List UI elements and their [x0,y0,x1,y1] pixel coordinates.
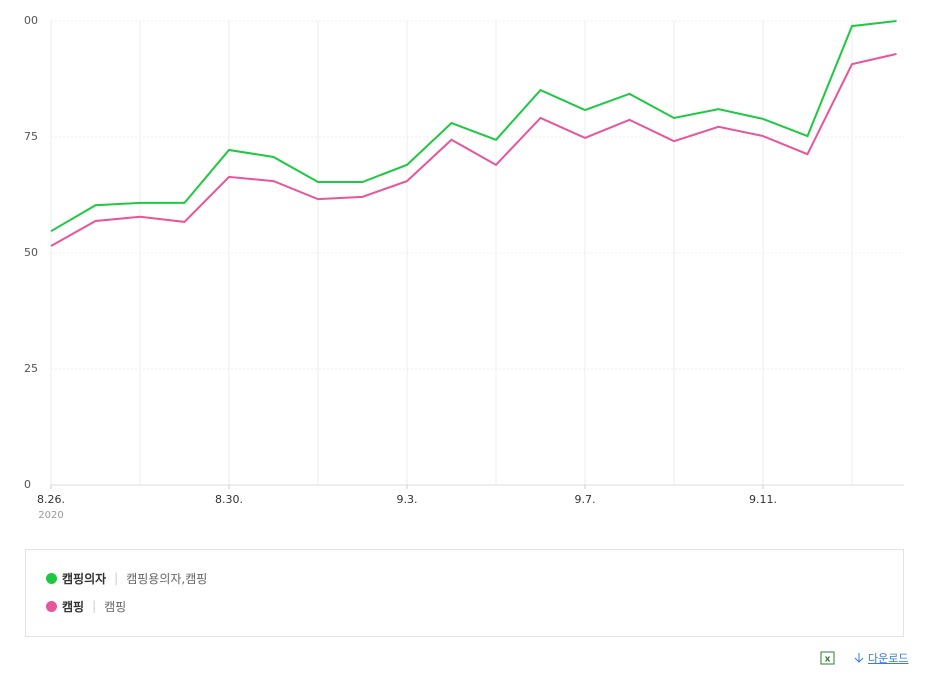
y-tick-label: 0 [24,478,31,491]
y-tick-label: 50 [24,246,38,259]
legend-keywords: 캠핑 [104,599,127,614]
legend-item: 캠핑의자 | 캠핑용의자,캠핑 [46,570,207,586]
y-tick-label: 25 [24,362,38,375]
separator: | [114,571,119,585]
x-tick-label: 8.26. [37,493,65,506]
x-tick-label: 9.11. [749,493,777,506]
legend-name: 캠핑 [62,599,85,614]
x-tick-label: 9.3. [397,493,418,506]
chart: 0 25 50 75 00 8.26. 8.30. 9.3. 9.7. 9.11. 2020 [24,14,904,521]
separator: | [92,599,97,613]
x-year-label: 2020 [38,510,63,521]
legend-name: 캠핑의자 [62,571,107,586]
download-link[interactable]: 다운로드 [868,652,909,665]
x-tick-label: 9.7. [575,493,596,506]
excel-icon[interactable]: x [820,651,836,665]
svg-text:x: x [825,655,831,665]
legend-dot [46,572,57,584]
legend-dot [46,600,57,612]
y-tick-label: 00 [24,14,38,27]
download-arrow [854,653,864,663]
x-tick-label: 8.30. [215,493,243,506]
series-line [50,52,897,247]
y-tick-label: 75 [24,130,38,143]
legend-keywords: 캠핑용의자,캠핑 [126,571,208,586]
series-line [50,20,897,233]
legend-item: 캠핑 | 캠핑 [46,598,126,614]
download-area: x 다운로드 [820,650,908,666]
